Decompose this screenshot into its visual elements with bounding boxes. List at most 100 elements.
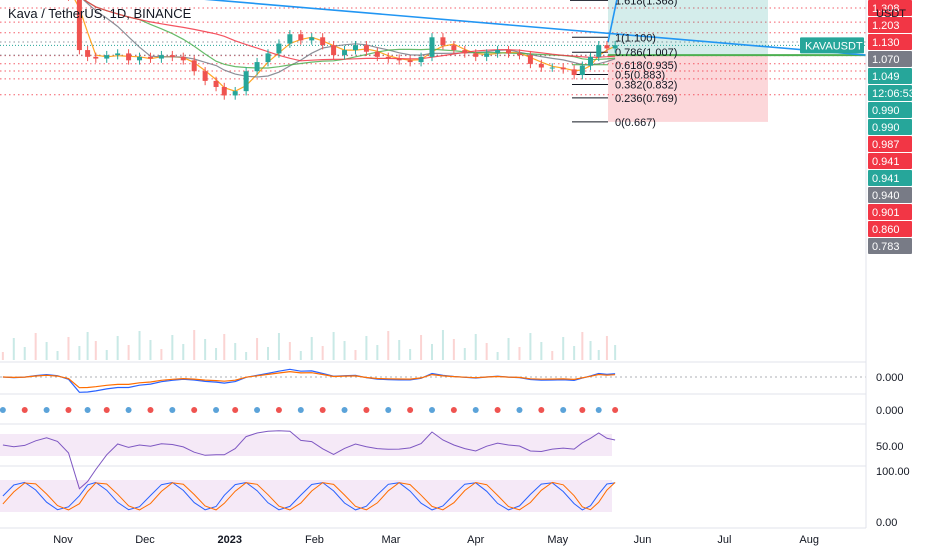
volume-bar — [149, 340, 152, 360]
x-tick-6: May — [547, 534, 568, 546]
candle-body — [588, 56, 594, 66]
volume-bar — [562, 337, 565, 360]
candle-body — [571, 69, 577, 76]
signal-dot — [297, 407, 304, 413]
indicator-tick-stoch_top: 100.00 — [876, 466, 910, 478]
volume-bar — [1, 352, 4, 360]
stoch-band — [0, 480, 612, 512]
volume-bar — [420, 335, 423, 360]
candle-body — [418, 56, 424, 63]
candle-body — [473, 53, 479, 57]
signal-dot — [429, 407, 435, 413]
signal-dot — [191, 407, 198, 413]
signal-dot — [147, 407, 154, 413]
volume-bar — [105, 350, 108, 360]
stop-zone — [608, 55, 768, 122]
candle-body — [232, 91, 238, 96]
candle-body — [495, 50, 501, 54]
price-label-bg — [868, 17, 912, 34]
price-label-10: 0.941 — [872, 156, 900, 168]
candle-body — [115, 53, 121, 56]
fib-label-3: 1.618(1.368) — [615, 0, 677, 7]
candle-body — [76, 0, 82, 51]
volume-bar — [573, 346, 576, 360]
volume-bar — [376, 345, 379, 360]
volume-bar — [78, 346, 81, 360]
candle-body — [579, 65, 585, 76]
candle-body — [243, 71, 249, 92]
volume-bar — [614, 345, 617, 360]
volume-bar — [160, 349, 163, 360]
price-label-8: 0.990 — [872, 122, 900, 134]
volume-bar — [277, 333, 280, 360]
candle-body — [180, 56, 186, 61]
projection-line — [607, 0, 618, 43]
fib-label-6: 0.5(0.883) — [615, 69, 665, 81]
x-tick-5: Apr — [467, 534, 484, 546]
candle-body — [506, 50, 512, 54]
signal-dot — [103, 407, 110, 413]
volume-bar — [485, 343, 488, 360]
volume-bar — [343, 341, 346, 360]
target-zone — [608, 0, 768, 56]
fibonacci-extension[interactable]: 4.236(2.501)3.618(2.233)2.618(1.801)1.61… — [570, 0, 677, 129]
volume-bar — [116, 336, 119, 360]
signal-dot — [472, 407, 479, 413]
candle-body — [612, 45, 618, 49]
signal-dot — [43, 407, 50, 413]
price-label-bg — [868, 221, 912, 238]
position-zones[interactable] — [0, 0, 866, 122]
signal-dot — [494, 407, 501, 413]
candle-body — [147, 56, 153, 59]
fib-label-7: 0.618(0.935) — [615, 60, 677, 72]
candle-body — [374, 51, 380, 57]
price-label-bg — [868, 51, 912, 68]
price-label-6: 12:06:53 — [872, 88, 915, 100]
price-label-15: 0.783 — [872, 241, 900, 253]
price-label-bg — [868, 136, 912, 153]
signal-dot — [385, 407, 392, 413]
price-axis[interactable]: 2.4002.0001.6002.5411.3081.2031.1301.070… — [800, 0, 915, 529]
volume-bar — [365, 336, 368, 360]
price-label-14: 0.860 — [872, 224, 900, 236]
volume-bar — [589, 341, 592, 360]
volume-bar — [171, 335, 174, 360]
candle-body — [169, 55, 175, 57]
volume-bar — [387, 331, 390, 360]
time-axis[interactable]: Nov Dec 2023 Feb Mar Apr May Jun Jul Aug — [0, 527, 866, 546]
volume-bar — [551, 351, 554, 360]
volume-bar — [267, 347, 269, 360]
symbol-tag-bg — [800, 37, 864, 54]
price-label-12: 0.940 — [872, 190, 900, 202]
indicator-tick-macd: 0.000 — [876, 372, 904, 384]
x-tick-7: Jun — [634, 534, 652, 546]
indicator-tick-histogram: 0.000 — [876, 405, 904, 417]
volume-bar — [398, 340, 401, 360]
candle-body — [221, 86, 227, 96]
chart-title: Kava / TetherUS, 1D, BINANCE — [8, 6, 192, 21]
volume-bar — [245, 352, 248, 360]
candle-body — [85, 50, 91, 57]
signal-dot — [213, 407, 220, 413]
signal-dot — [579, 407, 586, 413]
volume-bar — [332, 332, 335, 360]
x-tick-3: Feb — [305, 534, 324, 546]
candle-body — [104, 55, 110, 59]
candle-body — [462, 50, 468, 54]
price-label-7: 0.990 — [872, 105, 900, 117]
signal-dot — [169, 407, 176, 413]
fib-label-8: 0.382(0.832) — [615, 80, 677, 92]
trendlines[interactable] — [48, 0, 867, 56]
price-label-13: 0.901 — [872, 207, 900, 219]
stoch-d — [2, 481, 616, 511]
indicator-tick-stoch_bottom: 0.00 — [876, 517, 897, 529]
volume-bar — [138, 331, 141, 360]
candle-body — [298, 34, 304, 41]
stoch-k — [2, 481, 616, 511]
price-label-bg — [868, 119, 912, 136]
signal-dot — [450, 407, 457, 413]
candle-body — [342, 50, 348, 56]
volume-bar — [529, 333, 532, 360]
signal-dot — [21, 407, 28, 413]
